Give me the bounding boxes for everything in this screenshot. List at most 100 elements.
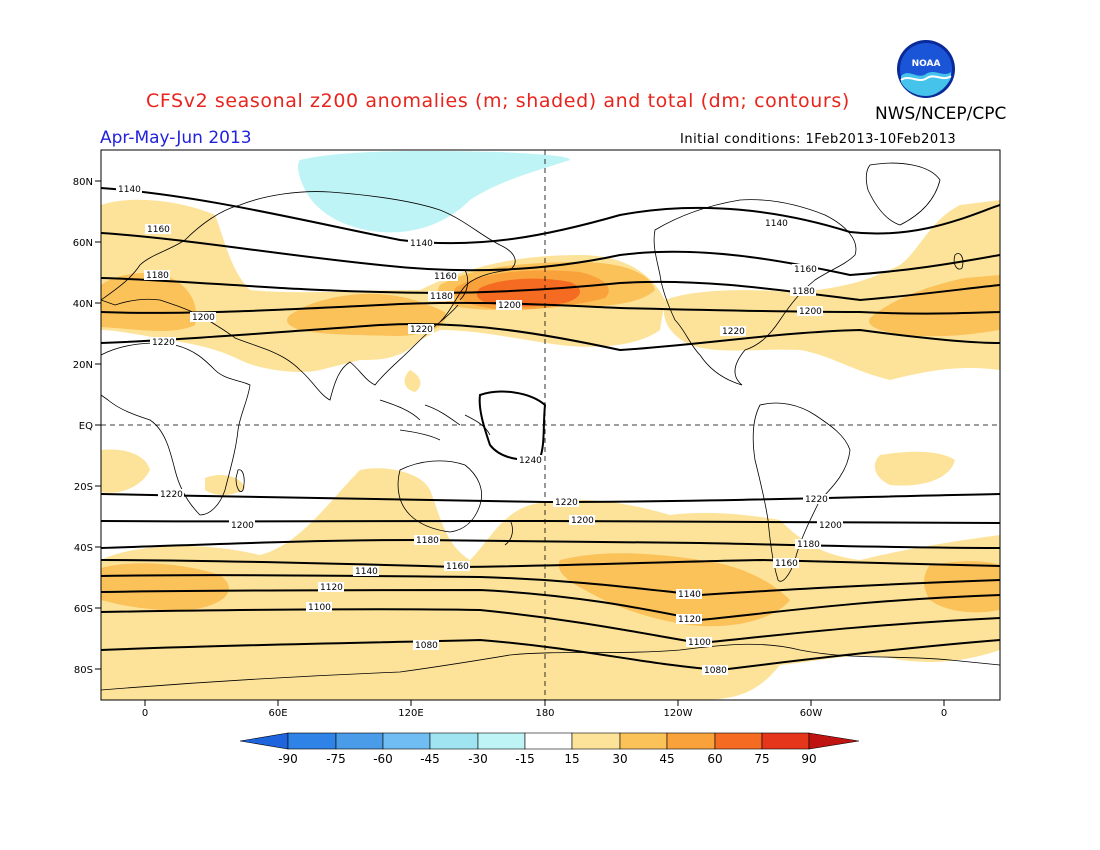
colorbar-swatch (477, 732, 526, 750)
contour-label: 1180 (416, 536, 439, 546)
lon-label-180: 180 (535, 708, 554, 719)
contour-label: 1180 (792, 287, 815, 297)
logo-text: NOAA (912, 59, 941, 69)
organization-label: NWS/NCEP/CPC (875, 104, 1007, 124)
lon-label-0-right: 0 (941, 708, 947, 719)
contour-label: 1120 (678, 615, 701, 625)
contour-label: 1200 (192, 313, 215, 323)
contour-label: 1180 (146, 271, 169, 281)
contour-label: 1100 (688, 638, 711, 648)
africa-outline (101, 342, 251, 516)
contour-1120-sh (101, 588, 1000, 622)
lon-label-60e: 60E (268, 708, 287, 719)
greenland-outline (865, 162, 941, 226)
contour-1140-nh (101, 187, 1000, 245)
colorbar-label: -75 (326, 752, 346, 766)
colorbar-swatch (571, 732, 621, 750)
anomaly-shading-60-75 (476, 278, 581, 307)
colorbar-swatch (714, 732, 763, 750)
longitude-axis (144, 700, 945, 706)
contour-label: 1160 (446, 562, 469, 572)
contour-label: 1220 (722, 327, 745, 337)
contour-1180-sh (101, 538, 1000, 549)
north-america-outline (653, 199, 857, 386)
longitude-labels: 0 60E 120E 180 120W 60W 0 (142, 708, 947, 719)
contour-label: 1200 (498, 301, 521, 311)
antarctica-outline (101, 643, 1000, 691)
colorbar-label: -30 (468, 752, 488, 766)
colorbar-label: 30 (612, 752, 627, 766)
colorbar-swatch (761, 732, 810, 750)
madagascar-outline (235, 469, 245, 493)
height-contours (101, 187, 1000, 672)
contour-label: 1140 (410, 239, 433, 249)
lat-label-80n: 80N (73, 177, 93, 188)
contour-label: 1220 (152, 338, 175, 348)
contour-label: 1160 (434, 272, 457, 282)
page-title: CFSv2 seasonal z200 anomalies (m; shaded… (146, 90, 850, 112)
contour-1160-nh (101, 232, 1000, 277)
contour-label: 1080 (415, 641, 438, 651)
lat-label-60n: 60N (73, 238, 93, 249)
contour-labels: 1140 1140 1140 1160 1160 1160 1180 1180 … (116, 184, 843, 676)
maritime-continent-outline (379, 399, 491, 441)
contour-label: 1120 (320, 583, 343, 593)
lat-label-20n: 20N (73, 360, 93, 371)
contour-label: 1200 (231, 521, 254, 531)
lat-label-20s: 20S (74, 482, 93, 493)
lat-label-40s: 40S (74, 543, 93, 554)
colorbar-swatch (382, 732, 431, 750)
contour-label: 1160 (794, 265, 817, 275)
initial-conditions-label: Initial conditions: 1Feb2013-10Feb2013 (680, 132, 957, 147)
contour-1220-sh (101, 493, 1000, 504)
contour-1220-nh (101, 323, 1000, 352)
latitude-axis (95, 180, 101, 670)
contour-label: 1200 (571, 516, 594, 526)
colorbar (239, 732, 860, 750)
contour-label: 1220 (160, 490, 183, 500)
colorbar-swatch (287, 732, 337, 750)
colorbar-label: 90 (801, 752, 816, 766)
colorbar-swatch (666, 732, 716, 750)
colorbar-label: 75 (754, 752, 769, 766)
contour-label: 1100 (308, 603, 331, 613)
contour-label: 1140 (118, 185, 141, 195)
colorbar-labels: -90 -75 -60 -45 -30 -15 15 30 45 60 75 9… (278, 752, 816, 766)
colorbar-label: 15 (564, 752, 579, 766)
contour-1080-sh (101, 638, 1000, 672)
contour-label: 1080 (704, 666, 727, 676)
colorbar-swatch (524, 732, 573, 750)
lon-label-0: 0 (142, 708, 148, 719)
lat-label-eq: EQ (79, 421, 93, 432)
colorbar-label: -60 (373, 752, 393, 766)
colorbar-swatch (429, 732, 479, 750)
colorbar-label: -15 (515, 752, 535, 766)
japan-outline (439, 269, 469, 323)
lon-label-120e: 120E (398, 708, 423, 719)
contour-label: 1160 (775, 559, 798, 569)
continent-outlines (101, 162, 1000, 691)
contour-label: 1140 (355, 567, 378, 577)
colorbar-label: 60 (707, 752, 722, 766)
contour-label: 1140 (678, 590, 701, 600)
colorbar-swatch (335, 732, 384, 750)
contour-label: 1180 (797, 540, 820, 550)
contour-label: 1240 (519, 456, 542, 466)
contour-1140-sh (101, 574, 1000, 597)
anomaly-shading-negative (297, 150, 570, 233)
lon-label-120w: 120W (664, 708, 693, 719)
contour-label: 1220 (410, 325, 433, 335)
contour-label: 1160 (147, 225, 170, 235)
contour-label: 1180 (430, 292, 453, 302)
contour-1200-nh (101, 301, 1000, 315)
colorbar-arrow-right (808, 732, 860, 750)
contour-1160-sh (101, 558, 1000, 569)
noaa-logo-icon: NOAA (897, 40, 955, 98)
lat-label-40n: 40N (73, 299, 93, 310)
contour-1180-nh (101, 277, 1000, 302)
contour-label: 1200 (819, 521, 842, 531)
season-label: Apr-May-Jun 2013 (100, 128, 252, 148)
latitude-labels: 80N 60N 40N 20N EQ 20S 40S 60S 80S (73, 177, 93, 676)
contour-1100-sh (101, 608, 1000, 645)
